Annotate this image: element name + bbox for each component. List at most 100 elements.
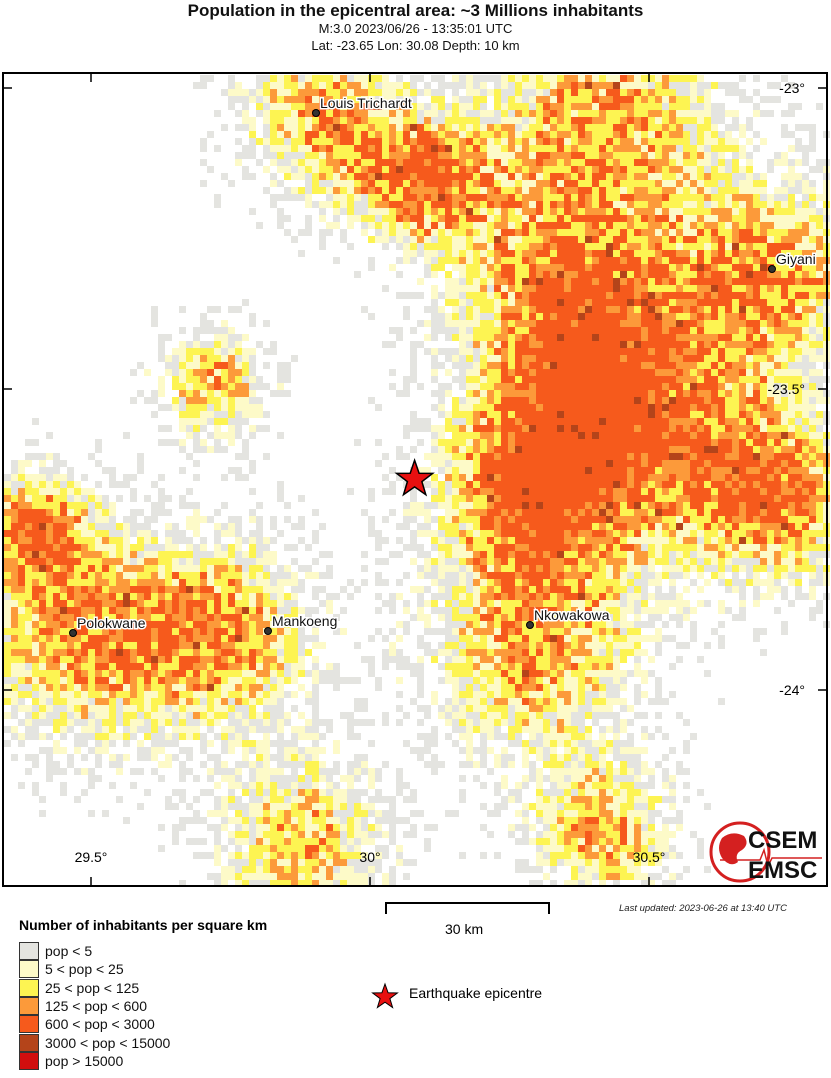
population-cell — [515, 362, 522, 369]
population-cell — [690, 481, 697, 488]
population-cell — [445, 369, 452, 376]
population-cell — [557, 89, 564, 96]
population-cell — [718, 369, 725, 376]
population-cell — [683, 313, 690, 320]
population-cell — [529, 208, 536, 215]
population-cell — [382, 131, 389, 138]
population-cell — [452, 110, 459, 117]
population-cell — [368, 313, 375, 320]
population-cell — [592, 299, 599, 306]
population-cell — [767, 201, 774, 208]
population-cell — [655, 173, 662, 180]
population-cell — [74, 509, 81, 516]
population-cell — [809, 390, 816, 397]
population-cell — [228, 327, 235, 334]
population-cell — [690, 75, 697, 82]
population-cell — [207, 397, 214, 404]
population-cell — [312, 166, 319, 173]
population-cell — [403, 432, 410, 439]
population-cell — [543, 208, 550, 215]
population-cell — [788, 264, 795, 271]
population-cell — [746, 397, 753, 404]
population-cell — [333, 187, 340, 194]
population-cell — [557, 292, 564, 299]
population-cell — [396, 110, 403, 117]
population-cell — [459, 348, 466, 355]
population-cell — [4, 502, 11, 509]
population-cell — [655, 75, 662, 82]
population-cell — [690, 236, 697, 243]
population-cell — [655, 495, 662, 502]
population-cell — [109, 551, 116, 558]
population-cell — [452, 509, 459, 516]
population-cell — [403, 523, 410, 530]
population-cell — [277, 362, 284, 369]
population-cell — [39, 453, 46, 460]
population-cell — [347, 222, 354, 229]
population-cell — [543, 243, 550, 250]
population-cell — [662, 229, 669, 236]
population-cell — [102, 502, 109, 509]
population-cell — [690, 306, 697, 313]
population-cell — [508, 488, 515, 495]
population-cell — [620, 446, 627, 453]
population-cell — [137, 467, 144, 474]
population-cell — [669, 397, 676, 404]
population-cell — [641, 285, 648, 292]
population-cell — [564, 488, 571, 495]
population-cell — [809, 313, 816, 320]
population-cell — [795, 453, 802, 460]
population-cell — [788, 159, 795, 166]
population-cell — [466, 187, 473, 194]
population-cell — [753, 460, 760, 467]
population-cell — [802, 264, 809, 271]
population-cell — [242, 383, 249, 390]
population-cell — [410, 418, 417, 425]
population-cell — [529, 215, 536, 222]
population-cell — [543, 215, 550, 222]
population-cell — [382, 173, 389, 180]
population-cell — [459, 516, 466, 523]
population-cell — [480, 75, 487, 82]
population-cell — [620, 152, 627, 159]
population-cell — [319, 243, 326, 250]
population-cell — [494, 383, 501, 390]
population-cell — [179, 418, 186, 425]
population-cell — [599, 425, 606, 432]
population-cell — [256, 82, 263, 89]
population-cell — [137, 509, 144, 516]
population-cell — [501, 369, 508, 376]
population-cell — [459, 278, 466, 285]
population-cell — [802, 271, 809, 278]
population-cell — [767, 488, 774, 495]
population-cell — [32, 481, 39, 488]
population-cell — [508, 173, 515, 180]
population-cell — [599, 460, 606, 467]
population-cell — [655, 299, 662, 306]
population-cell — [284, 516, 291, 523]
population-cell — [508, 96, 515, 103]
population-cell — [613, 229, 620, 236]
population-cell — [725, 138, 732, 145]
population-cell — [774, 502, 781, 509]
population-cell — [662, 439, 669, 446]
population-cell — [767, 516, 774, 523]
population-cell — [816, 229, 823, 236]
population-cell — [382, 138, 389, 145]
population-cell — [676, 257, 683, 264]
population-cell — [676, 222, 683, 229]
population-cell — [571, 173, 578, 180]
population-cell — [417, 89, 424, 96]
population-cell — [599, 467, 606, 474]
population-cell — [522, 180, 529, 187]
population-cell — [627, 257, 634, 264]
population-cell — [718, 341, 725, 348]
population-cell — [515, 201, 522, 208]
population-cell — [109, 516, 116, 523]
population-cell — [564, 495, 571, 502]
population-cell — [445, 229, 452, 236]
population-cell — [109, 467, 116, 474]
population-cell — [277, 495, 284, 502]
population-cell — [613, 306, 620, 313]
population-cell — [340, 201, 347, 208]
